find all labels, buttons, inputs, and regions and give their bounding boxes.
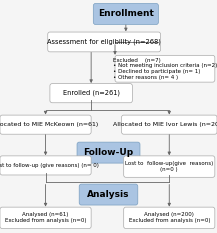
Text: Assessment for eligibility (n=268): Assessment for eligibility (n=268)	[47, 39, 161, 45]
FancyBboxPatch shape	[0, 207, 91, 229]
FancyBboxPatch shape	[124, 156, 215, 177]
Text: Lost to  follow-up(give  reasons)
(n=0 ): Lost to follow-up(give reasons) (n=0 )	[125, 161, 213, 172]
FancyBboxPatch shape	[48, 32, 161, 52]
Text: Follow-Up: Follow-Up	[84, 148, 133, 157]
FancyBboxPatch shape	[0, 115, 91, 134]
FancyBboxPatch shape	[122, 115, 217, 134]
Text: Enrolled (n=261): Enrolled (n=261)	[63, 90, 120, 96]
FancyBboxPatch shape	[115, 55, 215, 82]
FancyBboxPatch shape	[77, 142, 140, 163]
FancyBboxPatch shape	[0, 156, 91, 175]
Text: Analysed (n=200)
Excluded from analysis (n=0): Analysed (n=200) Excluded from analysis …	[128, 212, 210, 223]
Text: Analysed (n=61)
Excluded from analysis (n=0): Analysed (n=61) Excluded from analysis (…	[5, 212, 86, 223]
Text: Allocated to MIE McKeown (n=61): Allocated to MIE McKeown (n=61)	[0, 122, 99, 127]
Text: Analysis: Analysis	[87, 190, 130, 199]
Text: Excluded    (n=7)
• Not meeting inclusion criteria (n=2)
• Declined to participa: Excluded (n=7) • Not meeting inclusion c…	[113, 58, 217, 80]
FancyBboxPatch shape	[93, 3, 158, 24]
FancyBboxPatch shape	[79, 184, 138, 205]
Text: Enrollment: Enrollment	[98, 10, 154, 18]
FancyBboxPatch shape	[124, 207, 215, 229]
Text: Lost to follow-up (give reasons) (n= 0): Lost to follow-up (give reasons) (n= 0)	[0, 163, 99, 168]
FancyBboxPatch shape	[50, 84, 132, 103]
Text: Allocated to MIE Ivor Lewis (n=200): Allocated to MIE Ivor Lewis (n=200)	[113, 122, 217, 127]
